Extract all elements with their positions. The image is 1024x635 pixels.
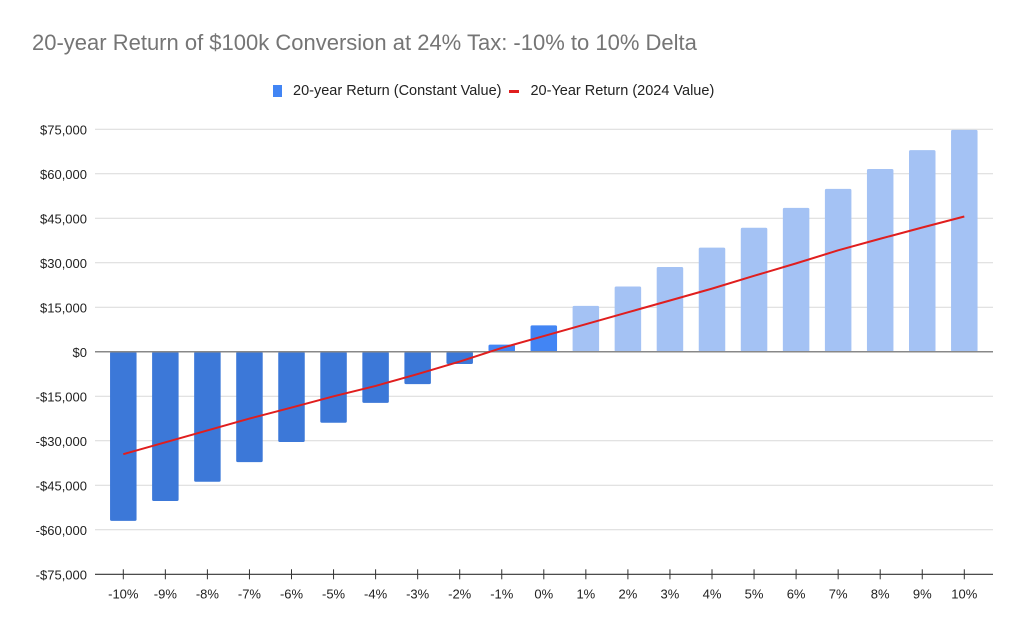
x-tick-label: 2% xyxy=(619,586,638,601)
bar--5% xyxy=(320,351,347,423)
x-tick-label: -9% xyxy=(154,586,178,601)
x-tick-label: -4% xyxy=(364,586,388,601)
bar-5% xyxy=(740,227,768,352)
bar-3% xyxy=(656,266,684,352)
x-tick-label: 10% xyxy=(951,586,977,601)
bar-series xyxy=(110,129,978,521)
x-tick-label: -1% xyxy=(490,586,514,601)
bar-4% xyxy=(698,247,726,352)
x-tick-label: 5% xyxy=(745,586,764,601)
legend-label-constant-value: 20-year Return (Constant Value) xyxy=(293,83,502,99)
y-tick-label: -$75,000 xyxy=(36,567,87,582)
y-axis-tick-labels: $75,000 $60,000 $45,000 $30,000 $15,000 $0 -$1… xyxy=(36,122,87,582)
bar--8% xyxy=(194,351,221,482)
x-axis: -10% -9% -8% -7% -6% -5% -4% -3% -2% -1% 0% 1% 2% 3% 4… xyxy=(95,569,993,601)
x-tick-label: 3% xyxy=(661,586,680,601)
x-tick-label: -2% xyxy=(448,586,472,601)
y-tick-label: $60,000 xyxy=(40,167,87,182)
legend-swatch-bar-icon xyxy=(273,85,282,97)
x-tick-label: 0% xyxy=(534,586,553,601)
y-tick-label: $15,000 xyxy=(40,300,87,315)
legend: 20-year Return (Constant Value) 20-Year … xyxy=(273,80,714,102)
x-tick-label: 6% xyxy=(787,586,806,601)
y-tick-label: -$60,000 xyxy=(36,523,87,538)
x-tick-label: -6% xyxy=(280,586,304,601)
bar--3% xyxy=(404,351,431,385)
x-tick-label: 1% xyxy=(576,586,595,601)
x-tick-label: -8% xyxy=(196,586,220,601)
x-tick-label: -5% xyxy=(322,586,346,601)
bar--7% xyxy=(236,351,263,463)
x-tick-label: 7% xyxy=(829,586,848,601)
y-tick-label: $75,000 xyxy=(40,122,87,137)
bar-2% xyxy=(614,286,642,352)
bar--4% xyxy=(362,351,389,403)
y-tick-label: -$30,000 xyxy=(36,434,87,449)
bar--9% xyxy=(152,351,179,502)
x-tick-label: 8% xyxy=(871,586,890,601)
y-tick-label: $45,000 xyxy=(40,211,87,226)
x-tick-label: 4% xyxy=(703,586,722,601)
chart-title: 20-year Return of $100k Conversion at 24… xyxy=(32,30,697,55)
y-tick-label: $30,000 xyxy=(40,256,87,271)
y-tick-label: $0 xyxy=(73,345,87,360)
y-tick-label: -$15,000 xyxy=(36,389,87,404)
legend-label-2024-value: 20-Year Return (2024 Value) xyxy=(530,83,715,99)
x-tick-label: -10% xyxy=(108,586,139,601)
x-tick-label: -3% xyxy=(406,586,430,601)
legend-swatch-line-icon xyxy=(509,89,520,93)
bar-7% xyxy=(824,188,852,352)
line-series xyxy=(123,215,965,456)
bar-6% xyxy=(782,207,810,352)
bar-8% xyxy=(866,169,894,352)
x-tick-label: -7% xyxy=(238,586,262,601)
y-tick-label: -$45,000 xyxy=(36,478,87,493)
bar--2% xyxy=(446,351,473,364)
bar--6% xyxy=(278,351,305,442)
bar-1% xyxy=(572,305,600,352)
bar-9% xyxy=(909,150,936,352)
x-tick-label: 9% xyxy=(913,586,932,601)
bar-10% xyxy=(951,129,978,352)
bar--10% xyxy=(110,351,137,521)
bar-0% xyxy=(530,325,558,352)
